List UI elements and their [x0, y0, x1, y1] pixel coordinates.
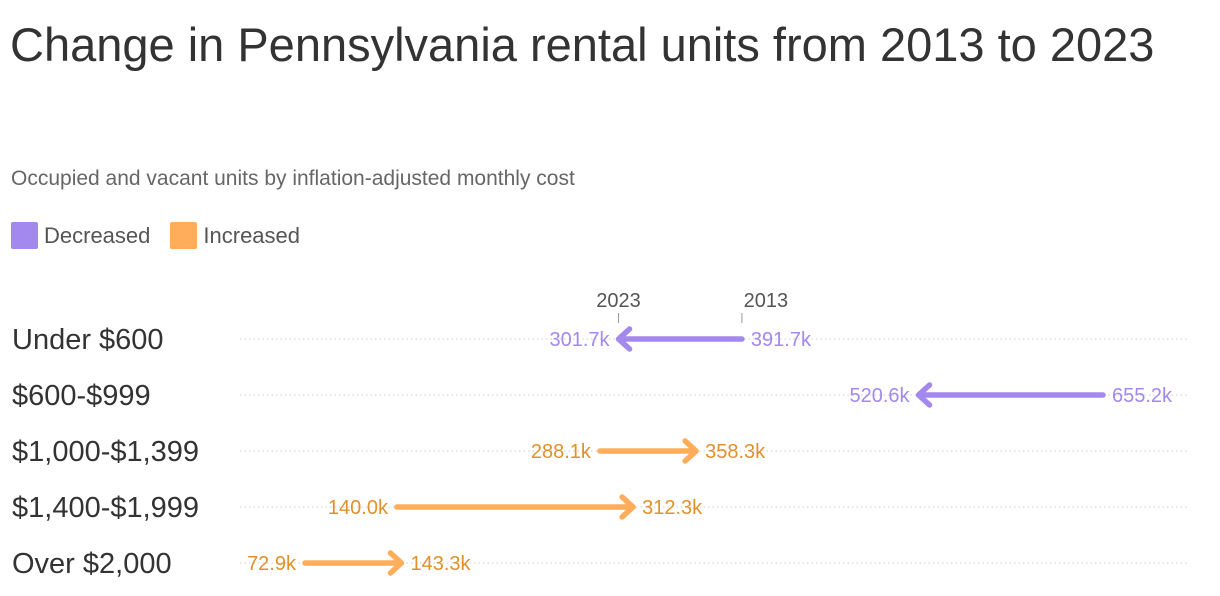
- legend-item-increased: Increased: [170, 222, 300, 249]
- value-label-2023: 520.6k: [849, 385, 910, 407]
- header-label-2023: 2023: [596, 290, 641, 312]
- arrow-chart: 2023 2013 Under $600 391.7k 301.7k $600-$999 6…: [12, 290, 1188, 580]
- arrow-head: [619, 494, 636, 520]
- value-label-2013: 391.7k: [751, 329, 812, 351]
- value-label-2023: 312.3k: [642, 497, 703, 519]
- arrow-head: [682, 438, 699, 464]
- category-label: $1,400-$1,999: [12, 492, 199, 524]
- header-label-2013: 2013: [744, 290, 789, 312]
- legend-swatch-decreased: [11, 222, 38, 249]
- value-label-2013: 288.1k: [531, 441, 592, 463]
- arrow-head: [615, 326, 633, 352]
- chart-title: Change in Pennsylvania rental units from…: [10, 18, 1155, 71]
- arrow-head: [387, 550, 405, 576]
- arrow-head: [915, 382, 933, 408]
- chart-subtitle: Occupied and vacant units by inflation-a…: [11, 167, 575, 190]
- value-label-2013: 140.0k: [328, 497, 389, 519]
- category-label: $600-$999: [12, 380, 151, 412]
- category-label: $1,000-$1,399: [12, 436, 199, 468]
- category-label: Over $2,000: [12, 548, 172, 580]
- legend: Decreased Increased: [11, 222, 320, 249]
- value-label-2023: 301.7k: [549, 329, 610, 351]
- legend-swatch-increased: [170, 222, 198, 249]
- legend-label-decreased: Decreased: [44, 222, 151, 248]
- value-label-2013: 72.9k: [247, 553, 297, 575]
- category-label: Under $600: [12, 324, 164, 356]
- value-label-2023: 358.3k: [705, 441, 766, 463]
- value-label-2013: 655.2k: [1112, 385, 1173, 407]
- value-label-2023: 143.3k: [410, 553, 471, 575]
- legend-item-decreased: Decreased: [11, 222, 150, 249]
- legend-label-increased: Increased: [203, 222, 301, 248]
